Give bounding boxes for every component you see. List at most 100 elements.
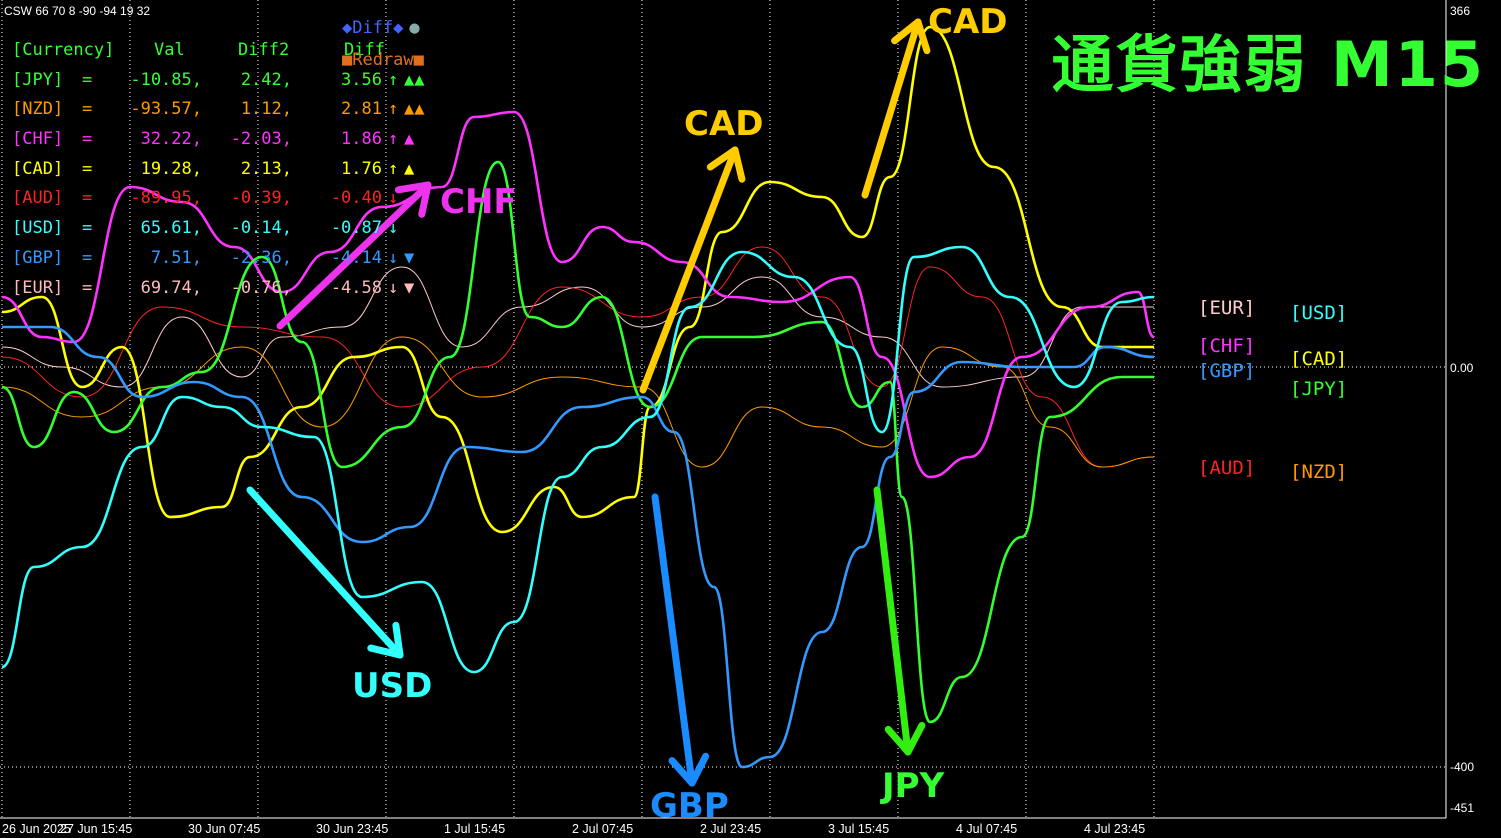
arrow-cad-mid [639, 146, 746, 394]
cell-eq: = [82, 277, 93, 298]
cell-val: 32.22, [140, 129, 202, 150]
cell-arrow: ↓ [388, 218, 399, 239]
cell-d2: 2.13, [240, 158, 292, 179]
cell-arrow: ↑ [388, 69, 399, 90]
cell-eq: = [82, 188, 93, 209]
cell-tri: ▲ [404, 158, 415, 179]
cell-arrow: ↑ [388, 129, 399, 150]
cell-val: 19.28, [140, 158, 202, 179]
x-tick-label: 26 Jun 2025 [2, 822, 71, 836]
chart-title: 通貨強弱 M15 [1051, 28, 1485, 101]
cell-d2: -2.03, [230, 129, 292, 150]
y-tick-top: 366 [1450, 4, 1471, 18]
series-line-gbp [2, 325, 1155, 769]
cell-d2: -0.76, [230, 277, 292, 298]
indicator-header: CSW 66 70 8 -90 -94 19 32 [4, 4, 151, 18]
chart-grid [0, 0, 1446, 818]
cell-tri: ▼ [404, 247, 415, 268]
cell-cur: [NZD] [12, 99, 64, 120]
series-line-eur [1, 266, 1154, 388]
cell-arrow: ↓ [388, 188, 399, 209]
right-label-nzd: [NZD] [1290, 461, 1348, 483]
table-row: [AUD] = -89.95, -0.39, -0.40 ↓ [12, 184, 432, 214]
table-row: [NZD] = -93.57, 1.12, 2.81 ↑ ▲▲ [12, 95, 432, 125]
table-row: [EUR] = 69.74, -0.76, -4.58 ↓ ▼ [12, 274, 432, 304]
right-label-jpy: [JPY] [1290, 378, 1348, 400]
diff-dot-icon: ● [409, 18, 420, 38]
annotation-gbp: GBP [650, 786, 729, 826]
annotation-jpy: JPY [882, 766, 945, 806]
redraw-button[interactable]: ■Redraw■ [342, 50, 424, 70]
cell-tri: ▲▲ [404, 69, 425, 90]
annotation-arrows [246, 18, 931, 787]
cell-cur: [GBP] [12, 247, 64, 268]
cell-d: -0.40 [330, 188, 382, 209]
series-line-cad [1, 25, 1154, 534]
arrow-chf [276, 181, 432, 330]
annotation-chf: CHF [440, 182, 517, 222]
cell-tri: ▲ [404, 129, 415, 150]
cell-cur: [CHF] [12, 129, 64, 150]
col-diff2-header: Diff2 [238, 40, 290, 60]
cell-d: 1.76 [341, 158, 382, 179]
right-label-chf: [CHF] [1198, 335, 1256, 357]
cell-d: -0.87 [330, 218, 382, 239]
cell-cur: [JPY] [12, 69, 64, 90]
cell-d2: 2.42, [240, 69, 292, 90]
table-row: [USD] = 65.61, -0.14, -0.87 ↓ [12, 214, 432, 244]
cell-d: -4.14 [330, 247, 382, 268]
arrow-jpy [873, 486, 926, 756]
x-tick-label: 30 Jun 23:45 [316, 822, 389, 836]
right-label-gbp: [GBP] [1198, 360, 1256, 382]
cell-val: 65.61, [140, 218, 202, 239]
cell-eq: = [82, 129, 93, 150]
cell-arrow: ↓ [388, 277, 399, 298]
right-label-eur: [EUR] [1198, 297, 1256, 319]
cell-cur: [USD] [12, 218, 64, 239]
col-diff-header: Diff [344, 40, 385, 60]
table-row: [CHF] = 32.22, -2.03, 1.86 ↑ ▲ [12, 125, 432, 155]
cell-tri: ▼ [404, 277, 415, 298]
y-tick-bottom: -451 [1450, 801, 1475, 815]
cell-arrow: ↓ [388, 247, 399, 268]
right-label-aud: [AUD] [1198, 457, 1256, 479]
diff-button[interactable]: ◆Diff◆ [342, 18, 404, 38]
cell-val: 69.74, [140, 277, 202, 298]
currency-table: [Currency] Val Diff2 Diff [JPY] = -10.85, 2… [12, 36, 432, 303]
cell-d: 1.86 [341, 129, 382, 150]
table-header-row: [Currency] Val Diff2 Diff [12, 36, 432, 66]
cell-eq: = [82, 69, 93, 90]
series-line-usd [1, 245, 1155, 674]
arrow-usd [246, 486, 404, 659]
x-tick-label: 1 Jul 15:45 [444, 822, 506, 836]
x-tick-label: 3 Jul 15:45 [828, 822, 890, 836]
cell-arrow: ↑ [388, 158, 399, 179]
x-tick-label: 2 Jul 23:45 [700, 822, 762, 836]
diff-toggle[interactable]: ◆Diff◆ ● [342, 18, 420, 38]
right-label-usd: [USD] [1290, 302, 1348, 324]
cell-d: 2.81 [341, 99, 382, 120]
cell-val: -89.95, [130, 188, 202, 209]
cell-d2: -0.14, [230, 218, 292, 239]
cell-val: -93.57, [130, 99, 202, 120]
cell-cur: [CAD] [12, 158, 64, 179]
cell-eq: = [82, 218, 93, 239]
cell-cur: [EUR] [12, 277, 64, 298]
table-row: [JPY] = -10.85, 2.42, 3.56 ↑ ▲▲ [12, 66, 432, 96]
table-row: [CAD] = 19.28, 2.13, 1.76 ↑ ▲ [12, 155, 432, 185]
col-currency-header: [Currency] [12, 40, 115, 60]
series-line-aud [1, 246, 1155, 468]
y-tick-zero: 0.00 [1450, 361, 1474, 375]
table-row: [GBP] = 7.51, -2.36, -4.14 ↓ ▼ [12, 244, 432, 274]
annotation-cad-mid: CAD [684, 104, 764, 144]
series-line-jpy [1, 160, 1154, 724]
cell-val: 7.51, [150, 247, 202, 268]
cell-eq: = [82, 99, 93, 120]
annotation-usd: USD [352, 666, 433, 706]
cell-tri: ▲▲ [404, 99, 425, 120]
cell-d: 3.56 [341, 69, 382, 90]
cell-d2: 1.12, [240, 99, 292, 120]
cell-d: -4.58 [330, 277, 382, 298]
cell-d2: -2.36, [230, 247, 292, 268]
